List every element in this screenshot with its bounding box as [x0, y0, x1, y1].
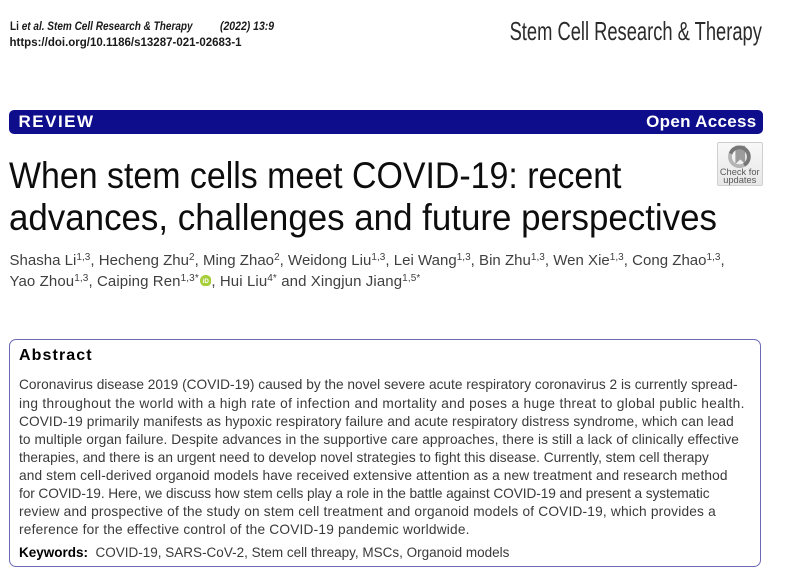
- svg-text:iD: iD: [202, 278, 209, 285]
